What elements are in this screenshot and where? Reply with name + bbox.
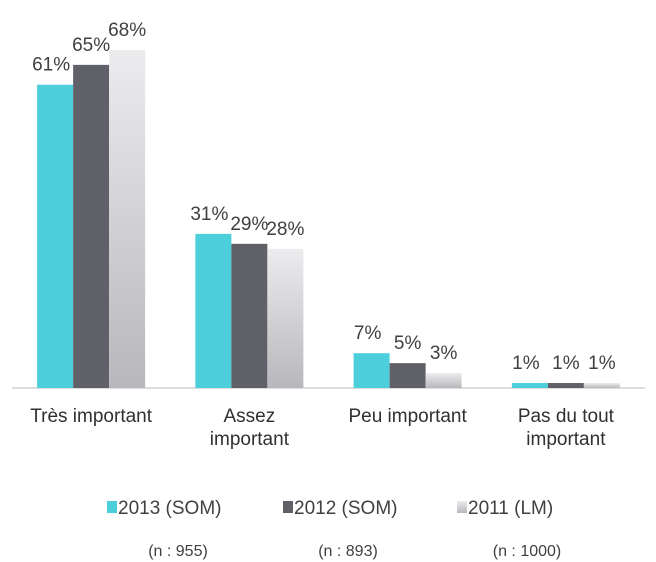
bar [37,84,74,388]
value-label: 3% [430,343,458,364]
value-label: 5% [394,333,422,354]
bar [389,363,426,388]
value-label: 28% [266,219,304,240]
value-label: 65% [72,35,110,56]
value-label: 61% [32,55,70,76]
bar [267,248,304,388]
bar [583,383,620,388]
bar [547,383,584,388]
value-label: 1% [552,353,580,374]
legend-swatch [107,501,117,513]
value-label: 1% [588,353,616,374]
x-tick-label: Pas du tout important [517,406,614,450]
bar [353,353,390,388]
bar [231,243,268,388]
legend-label: 2011 (LM) [468,498,553,519]
value-label: 31% [190,204,228,225]
x-tick-label: Très important [30,406,153,427]
bar [511,383,548,388]
x-tick-label: Peu important [348,406,467,427]
bar [109,49,146,388]
bar [195,233,232,388]
legend-label: 2013 (SOM) [118,498,221,519]
legend-label: 2012 (SOM) [294,498,397,519]
value-label: 29% [230,214,268,235]
bar [73,64,110,388]
value-label: 7% [354,323,382,344]
legend-note: (n : 955) [148,543,208,560]
legend-swatch [457,501,467,513]
value-label: 1% [512,353,540,374]
x-tick-label: Assez important [209,406,289,450]
value-label: 68% [108,20,146,41]
legend-swatch [283,501,293,513]
legend-note: (n : 1000) [493,543,561,560]
legend-note: (n : 893) [318,543,378,560]
bar [425,373,462,388]
